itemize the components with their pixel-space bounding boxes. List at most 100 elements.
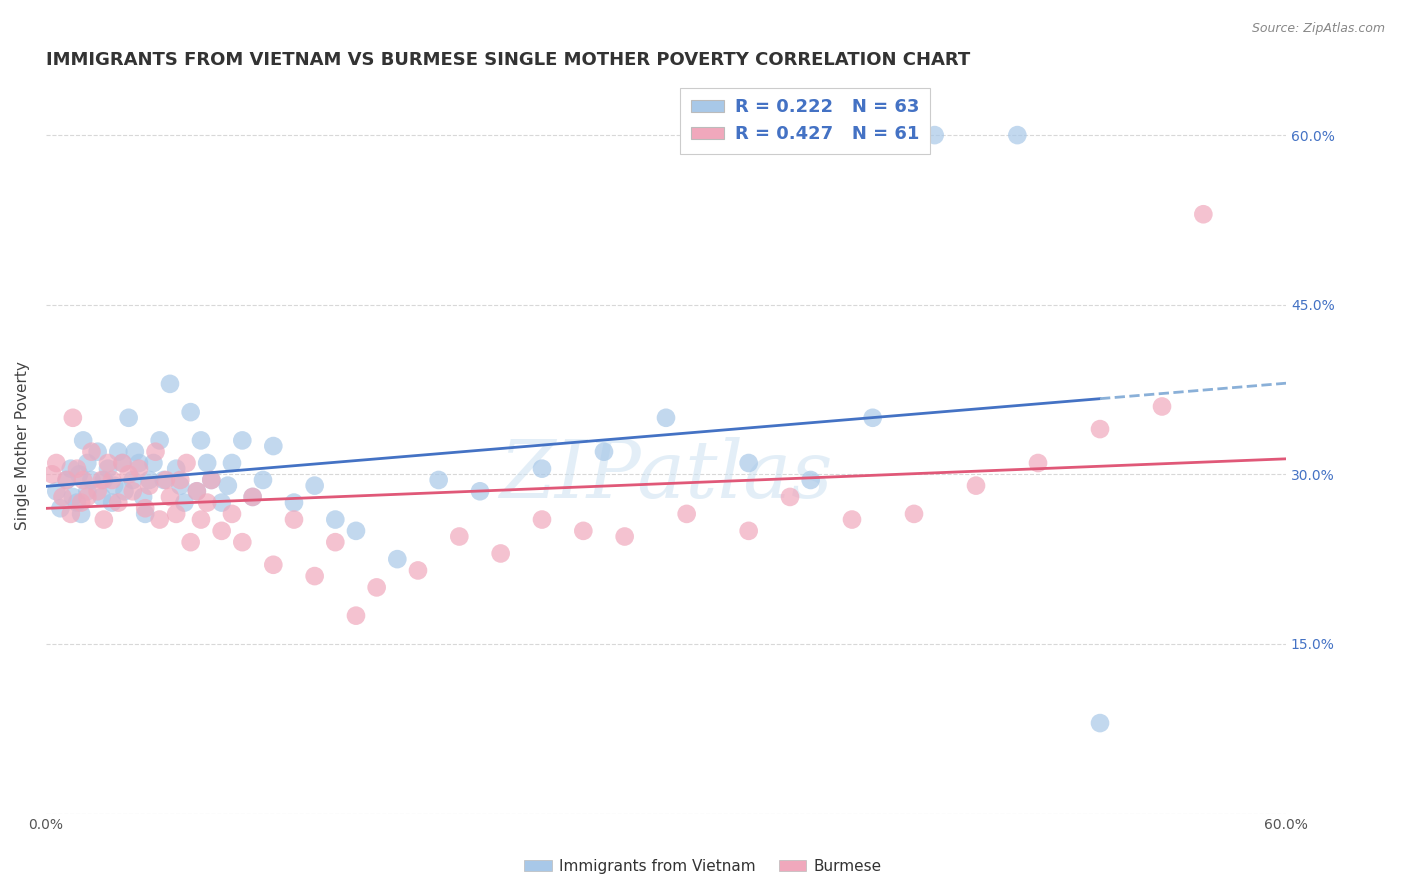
Point [121,484,143,499]
Point [101,473,124,487]
Point [1088,716,1111,731]
Point [211,495,233,509]
Point [231,535,253,549]
Point [107,444,129,458]
Point [1192,207,1215,221]
Point [190,512,212,526]
Point [159,490,181,504]
Point [200,473,222,487]
Point [387,552,409,566]
Text: Source: ZipAtlas.com: Source: ZipAtlas.com [1251,22,1385,36]
Point [70,507,93,521]
Point [530,461,553,475]
Point [173,495,195,509]
Point [45,456,67,470]
Point [252,473,274,487]
Point [1088,422,1111,436]
Point [262,558,284,572]
Point [86,444,108,458]
Point [217,478,239,492]
Point [59,507,82,521]
Point [67,467,90,482]
Point [134,507,156,521]
Point [779,490,801,504]
Point [468,484,491,499]
Point [186,484,208,499]
Point [124,444,146,458]
Point [176,456,198,470]
Point [903,507,925,521]
Point [283,512,305,526]
Point [70,495,93,509]
Point [1007,128,1029,142]
Point [111,456,134,470]
Point [72,434,94,448]
Point [304,569,326,583]
Point [530,512,553,526]
Point [221,456,243,470]
Point [117,410,139,425]
Point [90,490,112,504]
Point [59,461,82,475]
Point [76,490,98,504]
Point [49,501,72,516]
Point [862,410,884,425]
Point [841,512,863,526]
Point [103,478,125,492]
Point [149,434,172,448]
Point [613,529,636,543]
Point [80,444,103,458]
Point [180,535,202,549]
Point [655,410,678,425]
Point [323,535,346,549]
Point [242,490,264,504]
Point [90,473,112,487]
Point [800,473,823,487]
Point [152,473,174,487]
Point [142,456,165,470]
Point [211,524,233,538]
Point [76,484,98,499]
Point [406,563,429,577]
Point [72,473,94,487]
Point [86,484,108,499]
Point [924,128,946,142]
Point [190,434,212,448]
Point [76,456,98,470]
Point [93,473,115,487]
Text: IMMIGRANTS FROM VIETNAM VS BURMESE SINGLE MOTHER POVERTY CORRELATION CHART: IMMIGRANTS FROM VIETNAM VS BURMESE SINGL… [46,51,970,69]
Point [114,484,136,499]
Point [138,473,160,487]
Point [200,473,222,487]
Point [169,473,191,487]
Point [304,478,326,492]
Point [97,461,120,475]
Point [195,456,218,470]
Point [55,473,77,487]
Point [427,473,450,487]
Point [262,439,284,453]
Point [965,478,987,492]
Text: ZIPatlas: ZIPatlas [499,437,832,514]
Point [66,495,89,509]
Point [51,490,73,504]
Y-axis label: Single Mother Poverty: Single Mother Poverty [15,361,30,531]
Point [165,507,187,521]
Point [107,495,129,509]
Point [366,581,388,595]
Point [66,461,89,475]
Point [169,478,191,492]
Point [80,473,103,487]
Point [231,434,253,448]
Point [149,512,172,526]
Point [41,467,63,482]
Point [1026,456,1049,470]
Point [138,478,160,492]
Point [134,501,156,516]
Point [195,495,218,509]
Point [159,376,181,391]
Point [165,461,187,475]
Point [221,507,243,521]
Point [489,546,512,560]
Point [737,456,759,470]
